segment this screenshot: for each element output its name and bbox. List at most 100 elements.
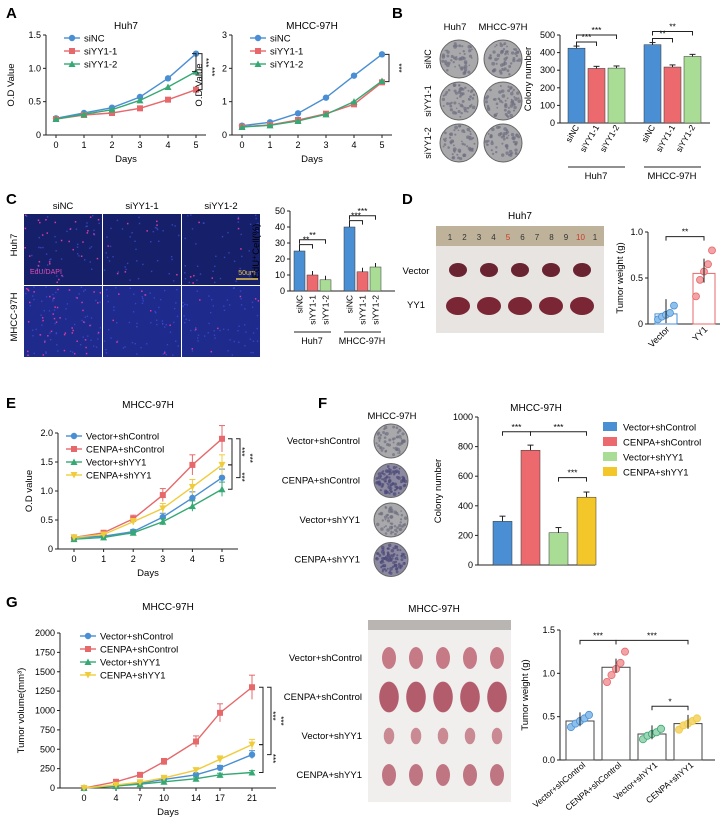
colony-dot: [391, 554, 395, 558]
colony-dot: [485, 143, 489, 146]
dapi-dot: [45, 296, 48, 298]
colony-dot: [403, 555, 407, 560]
dapi-dot: [254, 269, 256, 272]
colony-plate: [439, 81, 479, 121]
dapi-dot: [142, 300, 144, 302]
dapi-dot: [33, 286, 35, 288]
colony-dot: [386, 482, 388, 485]
ruler-number: 8: [549, 233, 554, 242]
dapi-dot: [50, 258, 52, 260]
colony-dot: [385, 557, 390, 562]
tumor: [490, 647, 504, 669]
colony-dot: [499, 50, 504, 55]
colony-dot: [381, 564, 385, 567]
colony-dot: [493, 97, 497, 101]
colony-dot: [401, 552, 405, 556]
colony-dot: [501, 67, 504, 70]
dapi-dot: [156, 227, 158, 229]
data-point: [696, 275, 704, 284]
dapi-dot: [184, 278, 187, 280]
dapi-dot: [29, 268, 32, 271]
dapi-dot: [156, 259, 159, 262]
legend-swatch: [603, 437, 617, 446]
dapi-dot: [103, 340, 106, 342]
bar: [319, 279, 332, 292]
colony-dot: [489, 88, 492, 92]
dapi-dot: [186, 304, 188, 306]
y-tick-label: 400: [458, 501, 473, 511]
legend-marker: [84, 672, 92, 679]
edu-dot: [27, 350, 29, 353]
chart-layer: 00.51.01.50 1 2 3 4 5O.D ValueDaysHuh7******s…: [6, 21, 720, 818]
tumor: [436, 647, 450, 669]
y-tick-label: 1000: [35, 706, 55, 716]
series-line-cenpa-shyy1: [73, 464, 223, 539]
data-point: [189, 461, 196, 468]
dapi-dot: [75, 296, 77, 299]
dapi-dot: [52, 300, 54, 302]
edu-dot: [61, 274, 63, 277]
colony-dot: [504, 50, 509, 54]
data-point: [621, 647, 630, 656]
dapi-dot: [52, 293, 54, 296]
edu-dot: [116, 272, 119, 275]
plate-disc: [439, 81, 479, 121]
dapi-dot: [162, 230, 164, 232]
colony-dot: [393, 510, 398, 515]
colony-dot: [386, 528, 390, 532]
colony-dot: [491, 127, 495, 132]
data-point: [322, 94, 330, 101]
y-tick-label: 1250: [35, 686, 55, 696]
colony-dot: [499, 84, 502, 87]
colony-dot: [387, 517, 390, 520]
colony-dot: [461, 105, 464, 108]
edu-dot: [86, 232, 89, 234]
tumor: [436, 764, 450, 786]
legend-label: Vector+shControl: [86, 432, 159, 443]
colony-dot: [441, 59, 445, 63]
micrograph: [182, 286, 260, 357]
photo-title: MHCC-97H: [408, 604, 460, 615]
colony-dot: [461, 142, 465, 146]
dapi-dot: [44, 339, 46, 342]
colony-dot: [458, 150, 461, 153]
dapi-dot: [208, 295, 210, 297]
y-tick-label: 500: [540, 30, 555, 40]
dapi-dot: [219, 329, 221, 332]
edu-dot: [96, 257, 99, 260]
data-point: [249, 684, 255, 691]
colony-dot: [387, 547, 391, 550]
legend-label: Vector+shYY1: [623, 453, 683, 464]
colony-dot: [455, 107, 458, 110]
dapi-dot: [129, 279, 131, 281]
dapi-dot: [93, 229, 95, 232]
colony-dot: [392, 441, 395, 444]
dapi-dot: [55, 332, 58, 335]
colony-dot: [385, 475, 389, 479]
colony-dot: [454, 133, 457, 136]
colony-dot: [390, 548, 395, 553]
colony-dot: [442, 138, 446, 141]
colony-dot: [473, 142, 476, 145]
x-tick-label: 4: [113, 793, 118, 803]
dapi-dot: [184, 237, 186, 240]
edu-dot: [25, 287, 28, 290]
x-tick-label: 14: [191, 793, 201, 803]
colony-dot: [490, 141, 494, 146]
colony-dot: [461, 99, 465, 103]
sig-bracket: [665, 236, 705, 241]
colony-dot: [400, 558, 404, 562]
significance-label: ***: [593, 630, 604, 640]
data-point: [189, 494, 196, 502]
colony-dot: [453, 151, 456, 153]
dapi-dot: [108, 260, 111, 262]
series-line-vector-shcontrol: [73, 477, 223, 539]
tumor: [409, 764, 423, 786]
colony-dot: [397, 452, 399, 454]
ruler: [436, 226, 604, 246]
group-label: Huh7: [585, 171, 608, 182]
dapi-dot: [138, 216, 140, 219]
legend-swatch: [603, 452, 617, 461]
dapi-dot: [62, 275, 64, 278]
